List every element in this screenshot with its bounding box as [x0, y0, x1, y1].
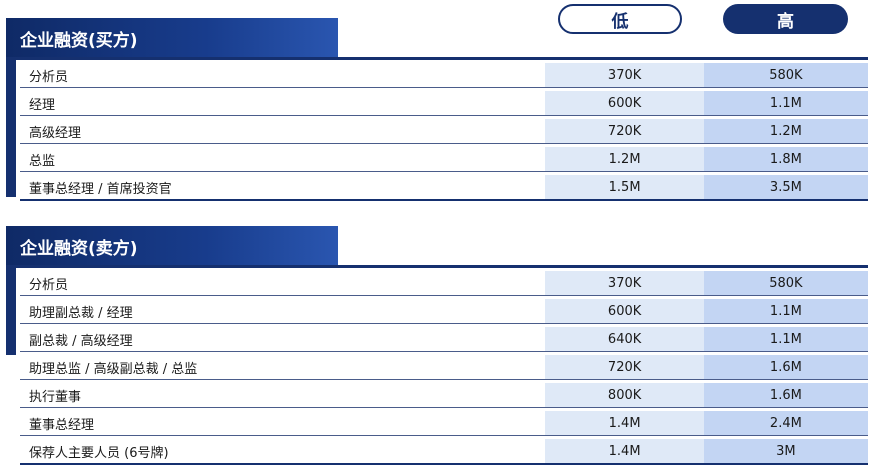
table-row: 助理副总裁 / 经理 600K 1.1M	[20, 299, 868, 324]
role-cell: 经理	[20, 91, 546, 115]
section-divider	[6, 265, 868, 268]
low-column-header: 低	[558, 4, 682, 34]
table-row: 高级经理 720K 1.2M	[20, 119, 868, 144]
high-salary-cell: 580K	[703, 271, 868, 295]
section-accent-bar	[6, 265, 16, 355]
role-cell: 保荐人主要人员 (6号牌)	[20, 439, 546, 463]
high-salary-cell: 1.1M	[703, 91, 868, 115]
role-cell: 执行董事	[20, 383, 546, 407]
role-cell: 高级经理	[20, 119, 546, 143]
table-row: 保荐人主要人员 (6号牌) 1.4M 3M	[20, 439, 868, 465]
table-row: 执行董事 800K 1.6M	[20, 383, 868, 408]
table-row: 分析员 370K 580K	[20, 271, 868, 296]
table-row: 经理 600K 1.1M	[20, 91, 868, 116]
role-cell: 助理副总裁 / 经理	[20, 299, 546, 323]
low-salary-cell: 370K	[545, 271, 704, 295]
table-row: 总监 1.2M 1.8M	[20, 147, 868, 172]
section-title: 企业融资(卖方)	[6, 226, 338, 267]
role-cell: 助理总监 / 高级副总裁 / 总监	[20, 355, 546, 379]
role-cell: 总监	[20, 147, 546, 171]
high-salary-cell: 3.5M	[703, 175, 868, 199]
section-divider	[6, 57, 868, 60]
high-salary-cell: 1.1M	[703, 299, 868, 323]
role-cell: 分析员	[20, 63, 546, 87]
table-row: 董事总经理 1.4M 2.4M	[20, 411, 868, 436]
high-salary-cell: 3M	[703, 439, 868, 463]
low-salary-cell: 600K	[545, 299, 704, 323]
high-salary-cell: 1.1M	[703, 327, 868, 351]
low-salary-cell: 1.2M	[545, 147, 704, 171]
table-row: 董事总经理 / 首席投资官 1.5M 3.5M	[20, 175, 868, 201]
low-salary-cell: 720K	[545, 119, 704, 143]
salary-table: 分析员 370K 580K 经理 600K 1.1M 高级经理 720K 1.2…	[20, 63, 868, 204]
low-salary-cell: 600K	[545, 91, 704, 115]
high-salary-cell: 1.6M	[703, 383, 868, 407]
low-salary-cell: 370K	[545, 63, 704, 87]
high-salary-cell: 580K	[703, 63, 868, 87]
high-salary-cell: 1.2M	[703, 119, 868, 143]
low-salary-cell: 1.5M	[545, 175, 704, 199]
role-cell: 分析员	[20, 271, 546, 295]
salary-table: 分析员 370K 580K 助理副总裁 / 经理 600K 1.1M 副总裁 /…	[20, 271, 868, 468]
high-salary-cell: 1.6M	[703, 355, 868, 379]
role-cell: 董事总经理	[20, 411, 546, 435]
high-salary-cell: 2.4M	[703, 411, 868, 435]
low-salary-cell: 1.4M	[545, 411, 704, 435]
low-salary-cell: 800K	[545, 383, 704, 407]
table-row: 助理总监 / 高级副总裁 / 总监 720K 1.6M	[20, 355, 868, 380]
section-accent-bar	[6, 57, 16, 197]
high-column-header: 高	[723, 4, 848, 34]
table-row: 分析员 370K 580K	[20, 63, 868, 88]
low-salary-cell: 640K	[545, 327, 704, 351]
role-cell: 董事总经理 / 首席投资官	[20, 175, 546, 199]
low-salary-cell: 720K	[545, 355, 704, 379]
role-cell: 副总裁 / 高级经理	[20, 327, 546, 351]
high-salary-cell: 1.8M	[703, 147, 868, 171]
table-row: 副总裁 / 高级经理 640K 1.1M	[20, 327, 868, 352]
low-salary-cell: 1.4M	[545, 439, 704, 463]
section-title: 企业融资(买方)	[6, 18, 338, 59]
